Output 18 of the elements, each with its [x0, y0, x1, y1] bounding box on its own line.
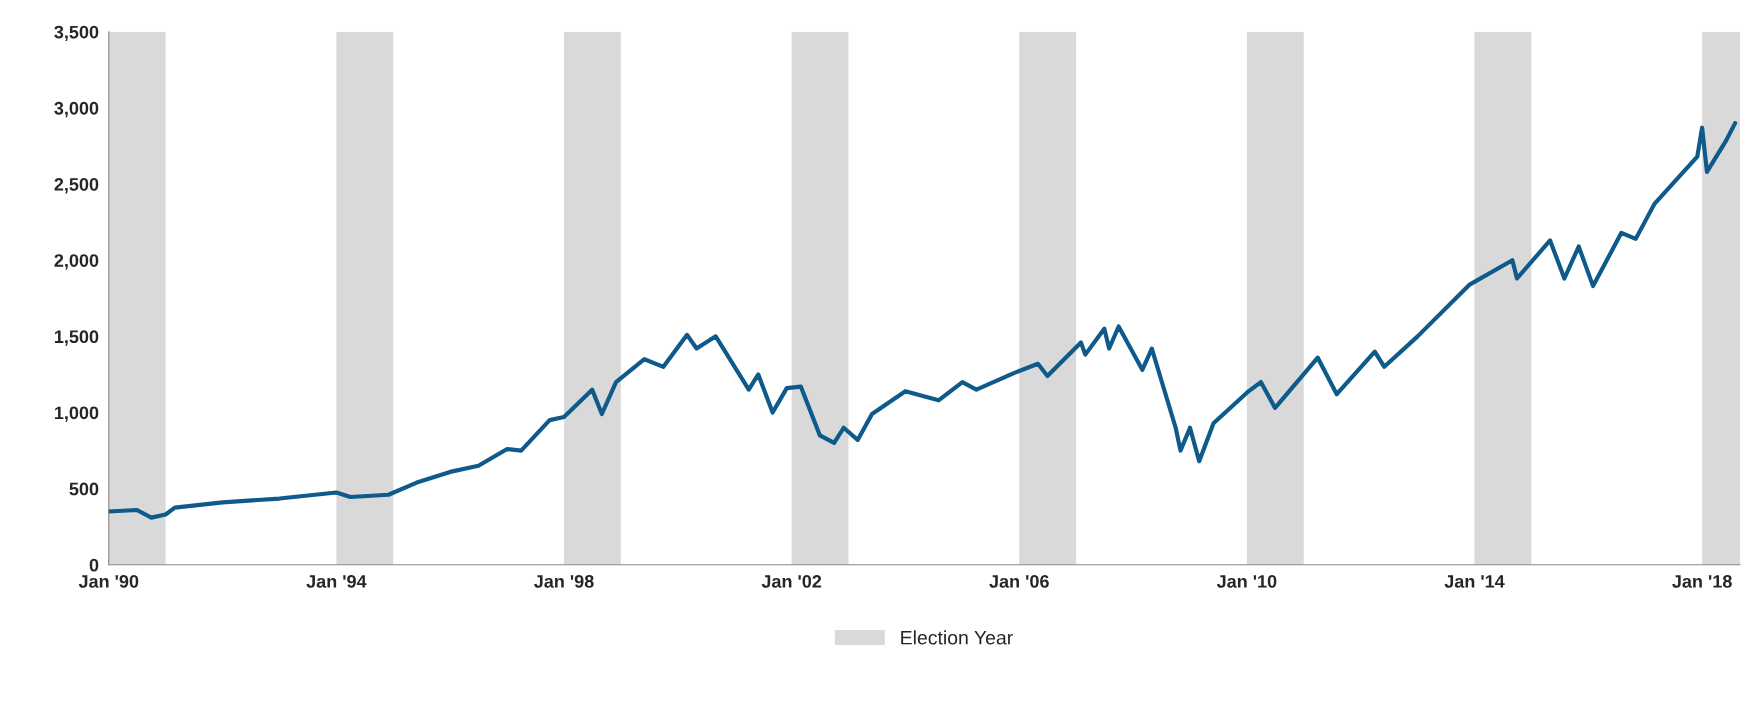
y-tick-label: 2,000 [54, 254, 99, 270]
legend-label: Election Year [901, 630, 1013, 645]
y-tick-label: 3,000 [54, 101, 99, 118]
x-tick-label: Jan '98 [534, 575, 594, 588]
y-tick-label: 500 [69, 482, 99, 496]
y-tick-label: 3,500 [54, 25, 99, 42]
x-tick-label: Jan '90 [78, 575, 139, 588]
x-tick-label: Jan '14 [1444, 575, 1505, 588]
x-tick-label: Jan '18 [1672, 575, 1732, 588]
x-tick-label: Jan '94 [306, 575, 367, 588]
x-tick-label: Jan '06 [989, 575, 1049, 588]
y-tick-label: 1,000 [54, 406, 99, 422]
y-tick-label: 0 [89, 558, 99, 572]
y-tick-label: 2,500 [54, 178, 99, 194]
x-tick-label: Jan '02 [761, 575, 822, 588]
x-tick-label: Jan '10 [1216, 575, 1277, 588]
line-series [108, 121, 1738, 520]
y-tick-label: 1,500 [54, 330, 99, 346]
